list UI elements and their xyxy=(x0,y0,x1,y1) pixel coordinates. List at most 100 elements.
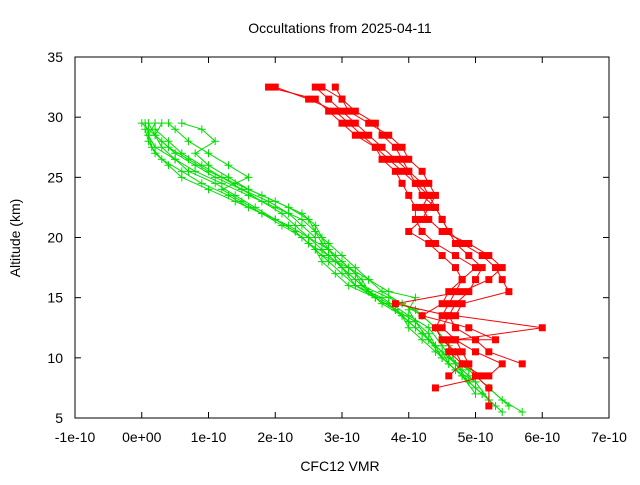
y-tick-label: 5 xyxy=(55,410,63,426)
x-tick-label: 6e-10 xyxy=(524,429,560,445)
data-point xyxy=(438,252,446,260)
data-point xyxy=(384,287,393,296)
data-point xyxy=(237,197,246,206)
data-point xyxy=(211,137,220,146)
data-point xyxy=(438,312,446,320)
data-point xyxy=(157,155,166,164)
data-point xyxy=(244,185,253,194)
data-point xyxy=(498,360,506,368)
data-point xyxy=(485,348,493,356)
data-point xyxy=(498,276,506,284)
data-point xyxy=(518,407,527,416)
data-point xyxy=(365,131,373,139)
data-point xyxy=(398,167,406,175)
data-point xyxy=(191,149,200,158)
x-tick-label: 5e-10 xyxy=(458,429,494,445)
data-point xyxy=(504,401,513,410)
data-point xyxy=(472,264,479,272)
data-point xyxy=(492,336,500,344)
data-point xyxy=(425,215,433,223)
data-point xyxy=(297,209,306,218)
data-point xyxy=(485,372,493,380)
data-point xyxy=(271,197,280,206)
data-point xyxy=(465,252,473,260)
data-point xyxy=(325,95,333,103)
data-point xyxy=(411,179,419,187)
data-point xyxy=(358,131,366,139)
data-point xyxy=(505,288,513,296)
data-point xyxy=(331,269,340,278)
data-point xyxy=(418,179,426,187)
data-point xyxy=(465,324,473,332)
data-point xyxy=(445,227,453,235)
data-point xyxy=(445,300,453,308)
data-point xyxy=(211,179,220,188)
data-point xyxy=(405,167,413,175)
data-point xyxy=(411,215,419,223)
data-point xyxy=(445,336,453,344)
data-point xyxy=(364,275,373,284)
data-point xyxy=(478,264,486,272)
data-point xyxy=(498,264,506,272)
data-point xyxy=(144,119,153,128)
data-point xyxy=(451,324,459,332)
data-point xyxy=(458,288,466,296)
data-point xyxy=(157,119,166,128)
data-point xyxy=(451,264,459,272)
y-axis-label: Altitude (km) xyxy=(7,199,23,278)
data-point xyxy=(331,83,339,91)
data-point xyxy=(317,233,326,242)
data-point xyxy=(365,119,373,127)
x-tick-label: 1e-10 xyxy=(191,429,227,445)
data-point xyxy=(345,119,353,127)
data-point xyxy=(371,119,379,127)
data-point xyxy=(451,359,460,368)
data-point xyxy=(351,107,359,115)
data-point xyxy=(385,155,393,163)
data-point xyxy=(398,155,406,163)
data-point xyxy=(492,264,500,272)
x-tick-label: 0e+00 xyxy=(122,429,162,445)
data-point xyxy=(424,323,433,332)
data-point xyxy=(224,161,233,170)
data-point xyxy=(431,324,439,332)
data-point xyxy=(405,227,413,235)
data-point xyxy=(438,336,446,344)
data-point xyxy=(391,167,399,175)
data-point xyxy=(311,83,319,91)
profile-line xyxy=(181,122,470,377)
data-point xyxy=(485,384,493,392)
data-point xyxy=(451,288,459,296)
y-tick-label: 10 xyxy=(47,350,63,366)
data-point xyxy=(425,240,433,248)
data-point xyxy=(398,179,406,187)
data-point xyxy=(137,119,146,128)
data-point xyxy=(325,107,333,115)
y-tick-label: 30 xyxy=(47,109,63,125)
data-point xyxy=(371,143,379,151)
data-point xyxy=(485,402,493,410)
data-point xyxy=(425,203,433,211)
data-point xyxy=(311,221,320,230)
series-group-0 xyxy=(137,119,527,416)
x-tick-label: 7e-10 xyxy=(591,429,627,445)
data-point xyxy=(438,324,446,332)
data-point xyxy=(284,221,293,230)
data-point xyxy=(177,167,186,176)
chart-title: Occultations from 2025-04-11 xyxy=(248,20,432,36)
data-point xyxy=(151,131,160,140)
data-point xyxy=(458,348,466,356)
data-point xyxy=(451,252,459,260)
data-point xyxy=(305,95,313,103)
data-point xyxy=(271,83,279,91)
profile-line xyxy=(144,129,496,407)
data-point xyxy=(171,125,180,134)
x-tick-label: -1e-10 xyxy=(55,429,96,445)
data-point xyxy=(438,300,446,308)
data-point xyxy=(217,185,226,194)
data-point xyxy=(451,348,459,356)
data-point xyxy=(331,107,339,115)
data-point xyxy=(465,288,473,296)
x-axis-label: CFC12 VMR xyxy=(300,458,379,474)
